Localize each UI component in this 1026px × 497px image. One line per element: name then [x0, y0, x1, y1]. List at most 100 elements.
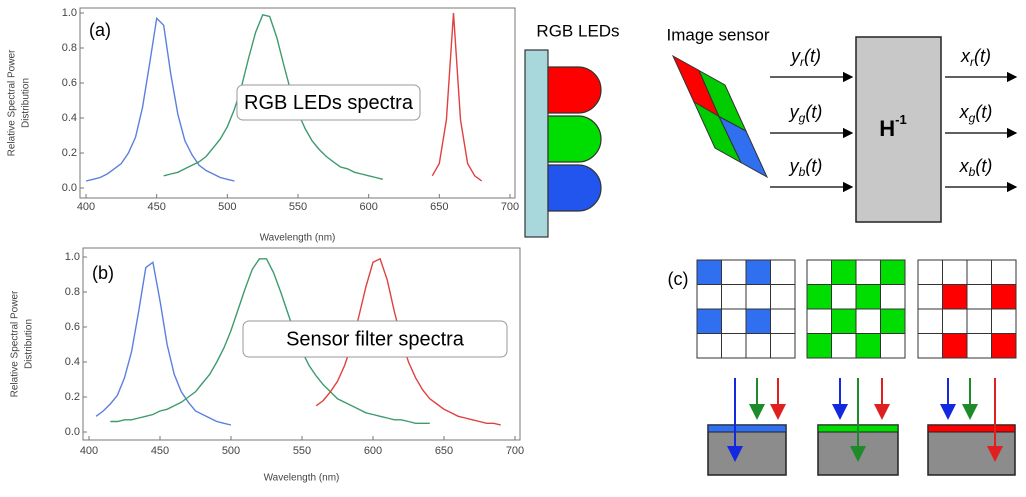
panel-label: (a)	[89, 20, 111, 40]
filter-arrays	[696, 259, 1017, 359]
signal-arg: (t)	[975, 102, 992, 122]
signal-sub: b	[799, 165, 806, 179]
filter-cell	[770, 333, 796, 359]
filter-cell	[917, 284, 943, 310]
y-tick-label: 0.2	[62, 147, 77, 159]
annotation-box	[236, 84, 421, 121]
signal-arg: (t)	[975, 156, 992, 176]
signal-var: x	[959, 102, 970, 122]
x-axis-label: Wavelength (nm)	[264, 473, 340, 484]
signal-sub: r	[800, 55, 805, 69]
x-tick-label: 650	[430, 201, 448, 213]
y-tick-label: 0.0	[65, 426, 80, 438]
filter-cell	[991, 308, 1017, 334]
filter-cell	[966, 333, 992, 359]
signal-var: y	[788, 102, 800, 122]
signals: yr(t)yg(t)yb(t)xr(t)xg(t)xb(t)	[770, 46, 1018, 193]
filter-cell	[880, 308, 906, 334]
filter-cell	[696, 333, 722, 359]
x-tick-label: 600	[359, 201, 377, 213]
x-tick-label: 450	[147, 201, 165, 213]
y-axis-label: Distribution	[24, 319, 35, 369]
filter-cell	[745, 259, 771, 285]
filter-cell	[831, 284, 857, 310]
filter-cell	[855, 333, 881, 359]
led-blue	[547, 164, 602, 212]
filter-cell	[966, 259, 992, 285]
panel-label: (c)	[668, 269, 689, 289]
y-tick-label: 0.2	[65, 391, 80, 403]
y-tick-label: 1.0	[62, 7, 77, 19]
filter-cell	[696, 259, 722, 285]
y-tick-label: 0.8	[62, 42, 77, 54]
signal-label: xr(t)	[960, 46, 991, 69]
filter-cell	[806, 259, 832, 285]
rgb-leds: RGB LEDs	[524, 21, 620, 238]
filter-cell	[917, 259, 943, 285]
filter-cell	[917, 308, 943, 334]
filter-cell	[855, 259, 881, 285]
signal-sub: r	[970, 55, 975, 69]
charts: 0.0 0.2 0.4 0.6 0.8 1.0 400 450 500 550 600 650 700 W…	[7, 7, 525, 484]
signal-var: y	[789, 46, 801, 66]
panel-label: (b)	[92, 263, 114, 283]
matrix-base: H	[879, 116, 895, 141]
signal-label: xb(t)	[959, 156, 993, 179]
led-green	[547, 115, 602, 163]
x-tick-label: 400	[80, 445, 98, 457]
filter-cell	[942, 284, 968, 310]
image-sensor: Image sensor	[667, 25, 770, 179]
signal-label: yr(t)	[789, 46, 821, 69]
filter-cell	[880, 333, 906, 359]
filter-cell	[991, 259, 1017, 285]
annotation: Sensor filter spectra	[286, 328, 465, 350]
spectrum-line	[431, 12, 483, 182]
y-axis-label: Relative Spectral Power	[7, 49, 18, 156]
spectrum-line	[95, 261, 232, 426]
sensor-pixel	[717, 115, 769, 179]
pixel-body	[707, 424, 787, 476]
signal-arg: (t)	[804, 46, 821, 66]
spectrum-line	[110, 258, 430, 424]
annotation: RGB LEDs spectra	[244, 92, 414, 114]
filter-cell	[770, 284, 796, 310]
x-tick-label: 650	[435, 445, 453, 457]
y-axis-label: Relative Spectral Power	[10, 290, 21, 397]
filter-cell	[770, 259, 796, 285]
signal-label: yg(t)	[788, 102, 823, 125]
signal-arg: (t)	[974, 46, 991, 66]
filter-cell	[806, 308, 832, 334]
spectrum-line	[163, 13, 383, 180]
filter-cell	[942, 259, 968, 285]
signal-sub: b	[969, 165, 976, 179]
led-label: RGB LEDs	[536, 21, 619, 40]
x-tick-label: 700	[501, 201, 519, 213]
signal-label: yb(t)	[788, 156, 823, 179]
pixel-filter	[927, 424, 1016, 433]
x-tick-label: 500	[218, 201, 236, 213]
pixel-sections	[707, 378, 1016, 476]
filter-cell	[880, 284, 906, 310]
x-tick-label: 400	[77, 201, 95, 213]
x-tick-label: 600	[364, 445, 382, 457]
filter-cell	[966, 284, 992, 310]
filter-cell	[721, 259, 747, 285]
filter-cell	[770, 308, 796, 334]
filter-cell	[806, 333, 832, 359]
spectrum-line	[85, 16, 235, 182]
filter-cell	[966, 308, 992, 334]
y-tick-label: 1.0	[65, 251, 80, 263]
filter-cell	[721, 284, 747, 310]
filter-cell	[721, 333, 747, 359]
x-axis-label: Wavelength (nm)	[260, 233, 336, 244]
x-tick-label: 550	[289, 201, 307, 213]
y-tick-label: 0.6	[62, 77, 77, 89]
filter-cell	[991, 333, 1017, 359]
filter-cell	[696, 284, 722, 310]
filter-cell	[942, 333, 968, 359]
signal-arg: (t)	[805, 102, 822, 122]
filter-cell	[696, 308, 722, 334]
filter-cell	[991, 284, 1017, 310]
signal-sub: g	[799, 111, 806, 125]
